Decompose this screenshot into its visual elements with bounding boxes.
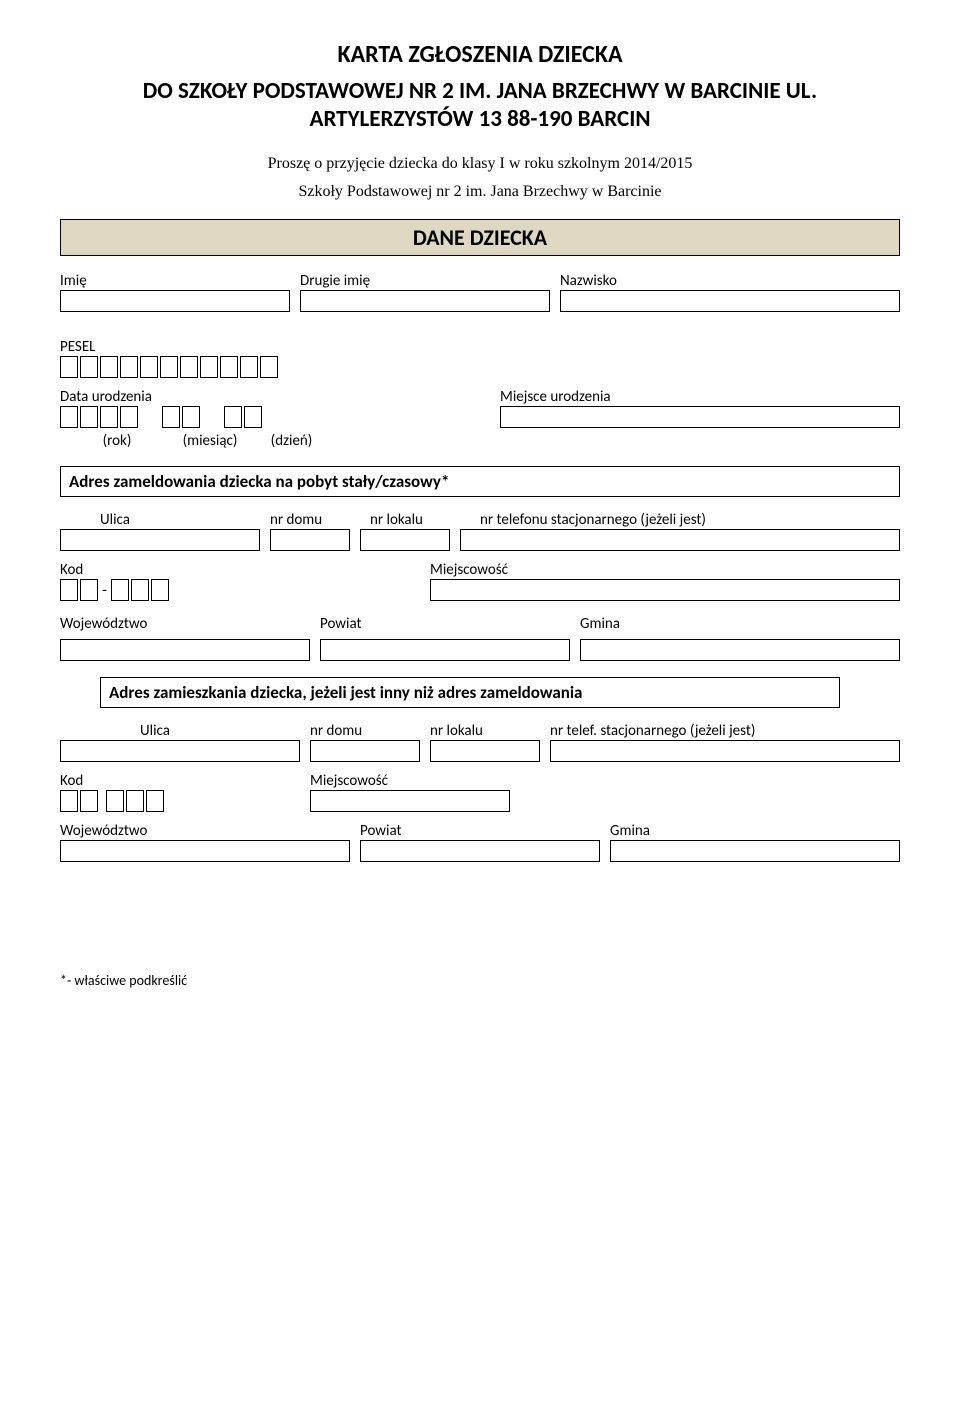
label-nrdomu-2: nr domu (310, 722, 430, 740)
label-woj-2: Województwo (60, 822, 360, 840)
label-nrtel-1: nr telefonu stacjonarnego (jeżeli jest) (480, 511, 706, 529)
input-ulica-2[interactable] (60, 740, 300, 762)
label-dzien: (dzień) (264, 432, 319, 450)
input-kod2a[interactable] (60, 790, 98, 812)
label-powiat-2: Powiat (360, 822, 610, 840)
label-woj-1: Województwo (60, 615, 320, 633)
label-gmina-1: Gmina (580, 615, 620, 633)
input-drugie-imie[interactable] (300, 290, 550, 312)
input-nrtel-1[interactable] (460, 529, 900, 551)
input-dzien[interactable] (224, 406, 262, 428)
input-woj-1[interactable] (60, 639, 310, 661)
label-imie: Imię (60, 272, 300, 290)
input-nazwisko[interactable] (560, 290, 900, 312)
label-miesiac: (miesiąc) (180, 432, 240, 450)
label-rok: (rok) (78, 432, 156, 450)
doc-subtitle: DO SZKOŁY PODSTAWOWEJ NR 2 IM. JANA BRZE… (60, 77, 900, 133)
input-nrtel-2[interactable] (550, 740, 900, 762)
label-nrlokalu-2: nr lokalu (430, 722, 550, 740)
section-adres-zamieszkania: Adres zamieszkania dziecka, jeżeli jest … (100, 677, 840, 708)
input-nrdomu-1[interactable] (270, 529, 350, 551)
input-powiat-2[interactable] (360, 840, 600, 862)
doc-title: KARTA ZGŁOSZENIA DZIECKA (60, 40, 900, 69)
label-nazwisko: Nazwisko (560, 272, 900, 290)
input-miejscowosc-1[interactable] (430, 579, 900, 601)
label-nrtel-2: nr telef. stacjonarnego (jeżeli jest) (550, 722, 755, 740)
label-nrdomu-1: nr domu (270, 511, 370, 529)
input-miejsce-urodzenia[interactable] (500, 406, 900, 428)
label-kod-2: Kod (60, 772, 310, 790)
label-nrlokalu-1: nr lokalu (370, 511, 480, 529)
footnote: *- właściwe podkreślić (60, 972, 900, 989)
input-kod1a[interactable] (60, 579, 98, 601)
input-gmina-2[interactable] (610, 840, 900, 862)
input-nrdomu-2[interactable] (310, 740, 420, 762)
label-miejscowosc-2: Miejscowość (310, 772, 388, 790)
input-kod1b[interactable] (111, 579, 169, 601)
input-kod2b[interactable] (106, 790, 164, 812)
input-miejscowosc-2[interactable] (310, 790, 510, 812)
label-gmina-2: Gmina (610, 822, 650, 840)
input-nrlokalu-2[interactable] (430, 740, 540, 762)
input-rok[interactable] (60, 406, 138, 428)
label-powiat-1: Powiat (320, 615, 580, 633)
input-woj-2[interactable] (60, 840, 350, 862)
label-ulica-1: Ulica (100, 511, 270, 529)
label-kod-1: Kod (60, 561, 430, 579)
input-ulica-1[interactable] (60, 529, 260, 551)
input-nrlokalu-1[interactable] (360, 529, 450, 551)
input-pesel[interactable] (60, 356, 900, 378)
intro-line-2: Szkoły Podstawowej nr 2 im. Jana Brzechw… (60, 183, 900, 201)
label-data-urodzenia: Data urodzenia (60, 388, 500, 406)
section-dane-dziecka: DANE DZIECKA (60, 219, 900, 256)
label-pesel: PESEL (60, 338, 900, 356)
input-gmina-1[interactable] (580, 639, 900, 661)
label-miejsce-urodzenia: Miejsce urodzenia (500, 388, 611, 406)
input-miesiac[interactable] (162, 406, 200, 428)
label-miejscowosc-1: Miejscowość (430, 561, 508, 579)
dash-1: - (98, 579, 111, 601)
input-powiat-1[interactable] (320, 639, 570, 661)
label-ulica-2: Ulica (140, 722, 310, 740)
label-drugie-imie: Drugie imię (300, 272, 560, 290)
input-imie[interactable] (60, 290, 290, 312)
intro-line-1: Proszę o przyjęcie dziecka do klasy I w … (60, 155, 900, 173)
section-adres-zameldowania: Adres zameldowania dziecka na pobyt stał… (60, 466, 900, 497)
